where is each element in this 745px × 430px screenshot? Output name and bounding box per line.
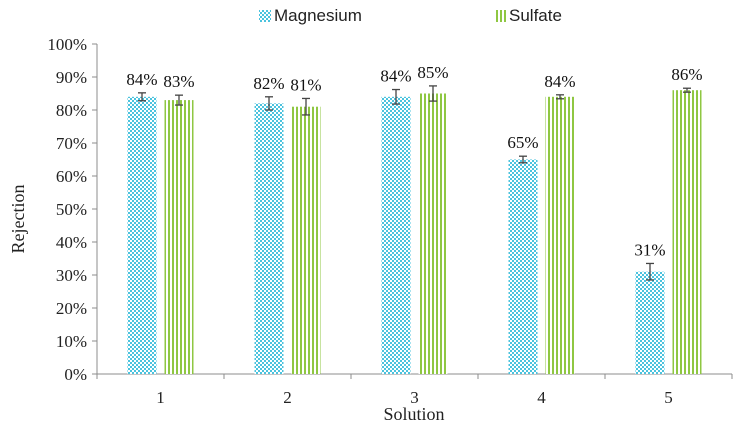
bar-magnesium-4 <box>508 159 538 374</box>
x-axis-title: Solution <box>383 404 444 424</box>
data-label-sulfate-2: 81% <box>290 75 321 94</box>
legend-label-magnesium: Magnesium <box>274 6 362 25</box>
legend-label-sulfate: Sulfate <box>509 6 562 25</box>
y-tick-label: 60% <box>56 167 87 186</box>
legend-swatch-magnesium <box>259 10 271 22</box>
data-label-magnesium-1: 84% <box>126 70 157 89</box>
bars: 84% 83% 82% 81% 84% 85% 65% 84% 31% 86% <box>126 63 703 375</box>
x-tick-label: 4 <box>537 388 546 407</box>
x-tick-label: 5 <box>664 388 673 407</box>
legend: Magnesium Sulfate <box>259 6 562 25</box>
y-tick-label: 40% <box>56 233 87 252</box>
data-label-sulfate-4: 84% <box>544 72 575 91</box>
y-axis: 0% 10% 20% 30% 40% 50% 60% 70% 80% 90% 100% <box>47 35 98 384</box>
data-label-magnesium-5: 31% <box>634 240 665 259</box>
y-tick-label: 0% <box>64 365 87 384</box>
bar-sulfate-3 <box>418 93 448 374</box>
bar-sulfate-4 <box>545 96 575 375</box>
bar-magnesium-1 <box>127 96 157 375</box>
data-label-sulfate-5: 86% <box>671 65 702 84</box>
data-label-magnesium-4: 65% <box>507 133 538 152</box>
x-tick-label: 3 <box>410 388 419 407</box>
y-tick-label: 80% <box>56 101 87 120</box>
y-tick-label: 30% <box>56 266 87 285</box>
y-tick-label: 10% <box>56 332 87 351</box>
bar-magnesium-3 <box>381 96 411 375</box>
y-tick-label: 70% <box>56 134 87 153</box>
bar-magnesium-2 <box>254 103 284 375</box>
bar-sulfate-1 <box>164 100 194 374</box>
x-tick-label: 2 <box>283 388 292 407</box>
legend-swatch-sulfate <box>494 10 506 22</box>
data-label-magnesium-3: 84% <box>380 67 411 86</box>
x-tick-label: 1 <box>156 388 165 407</box>
data-label-sulfate-3: 85% <box>417 63 448 82</box>
bar-sulfate-5 <box>672 90 702 374</box>
y-tick-label: 90% <box>56 68 87 87</box>
y-tick-label: 20% <box>56 299 87 318</box>
data-label-sulfate-1: 83% <box>163 72 194 91</box>
y-axis-title: Rejection <box>8 185 28 254</box>
data-label-magnesium-2: 82% <box>253 74 284 93</box>
bar-magnesium-5 <box>635 271 665 374</box>
y-tick-label: 50% <box>56 200 87 219</box>
x-axis: 1 2 3 4 5 <box>96 373 733 407</box>
bar-sulfate-2 <box>291 106 321 374</box>
y-tick-label: 100% <box>47 35 87 54</box>
